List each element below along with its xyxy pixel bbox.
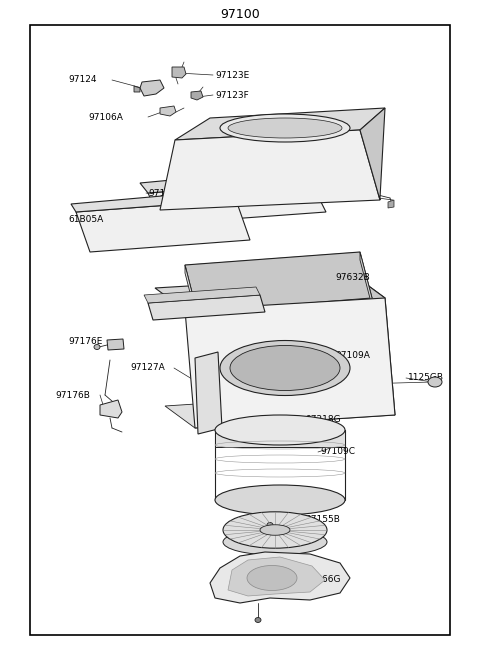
Polygon shape — [107, 339, 124, 350]
Ellipse shape — [215, 485, 345, 515]
Text: 97127F: 97127F — [335, 134, 369, 143]
Ellipse shape — [220, 341, 350, 396]
Polygon shape — [172, 67, 186, 78]
Polygon shape — [228, 557, 325, 596]
Polygon shape — [160, 130, 380, 210]
Polygon shape — [71, 190, 236, 212]
Polygon shape — [283, 434, 298, 440]
Ellipse shape — [255, 618, 261, 622]
Polygon shape — [355, 276, 395, 415]
Text: 97155B: 97155B — [305, 515, 340, 525]
Polygon shape — [165, 393, 395, 428]
Text: 1125GB: 1125GB — [408, 373, 444, 383]
Text: 97100: 97100 — [220, 9, 260, 22]
Text: 97632B: 97632B — [335, 274, 370, 282]
Polygon shape — [148, 180, 326, 224]
Polygon shape — [76, 200, 250, 252]
Ellipse shape — [228, 118, 342, 138]
Text: 97176E: 97176E — [68, 337, 102, 346]
Ellipse shape — [215, 415, 345, 445]
Polygon shape — [215, 430, 345, 447]
Text: 84266G: 84266G — [305, 576, 340, 584]
Polygon shape — [140, 168, 310, 193]
Text: 97106A: 97106A — [88, 113, 123, 121]
Text: 97123F: 97123F — [215, 90, 249, 100]
Polygon shape — [185, 265, 197, 320]
Text: 97124: 97124 — [68, 75, 96, 84]
Text: 97168A: 97168A — [335, 187, 370, 196]
Polygon shape — [134, 86, 140, 92]
Ellipse shape — [267, 523, 273, 527]
Polygon shape — [148, 295, 265, 320]
Polygon shape — [175, 108, 385, 140]
Ellipse shape — [428, 377, 442, 387]
Ellipse shape — [260, 525, 290, 535]
Text: 97123E: 97123E — [215, 71, 249, 79]
Text: 97176B: 97176B — [55, 390, 90, 400]
Polygon shape — [155, 276, 385, 310]
Ellipse shape — [94, 345, 100, 350]
Polygon shape — [191, 91, 203, 100]
Ellipse shape — [223, 529, 327, 555]
Polygon shape — [195, 352, 222, 434]
Polygon shape — [185, 298, 395, 428]
Text: 97620C: 97620C — [148, 299, 183, 307]
Polygon shape — [210, 552, 350, 603]
Ellipse shape — [220, 114, 350, 142]
Polygon shape — [144, 287, 260, 303]
Text: 97109A: 97109A — [335, 350, 370, 360]
Ellipse shape — [223, 512, 327, 548]
Text: 97121H: 97121H — [335, 157, 371, 166]
Ellipse shape — [247, 565, 297, 591]
Text: 97218G: 97218G — [305, 415, 341, 424]
Polygon shape — [100, 400, 122, 418]
Polygon shape — [388, 200, 394, 208]
Ellipse shape — [230, 345, 340, 390]
Polygon shape — [140, 80, 164, 96]
Text: 97127A: 97127A — [130, 364, 165, 373]
Polygon shape — [185, 252, 372, 312]
Polygon shape — [360, 108, 385, 200]
Text: 97105C: 97105C — [148, 189, 183, 198]
Polygon shape — [160, 106, 176, 116]
Text: 97109C: 97109C — [320, 447, 355, 457]
Polygon shape — [360, 252, 372, 306]
Text: 61B05A: 61B05A — [68, 215, 103, 225]
